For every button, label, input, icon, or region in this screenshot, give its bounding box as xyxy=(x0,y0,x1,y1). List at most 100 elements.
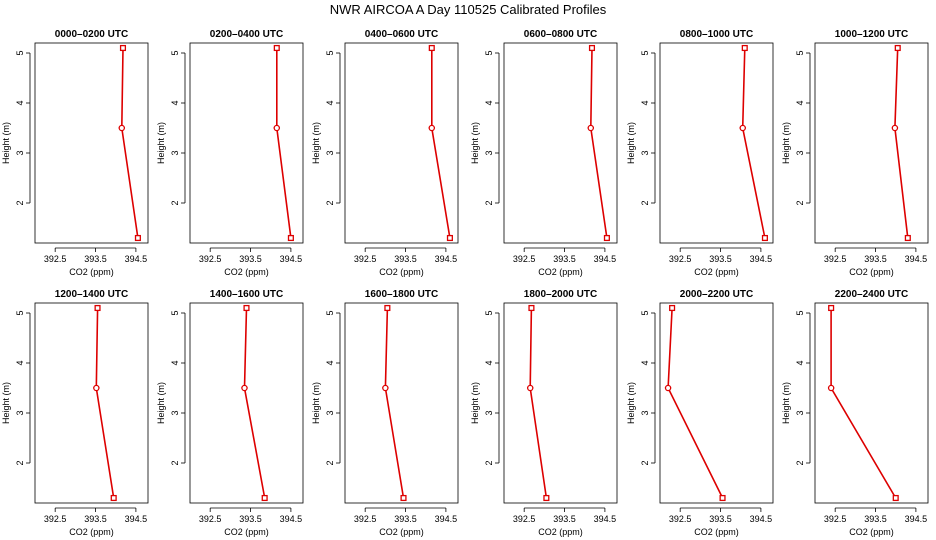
x-axis-label: CO2 (ppm) xyxy=(538,267,583,277)
y-tick-label: 4 xyxy=(15,360,25,365)
profile-line xyxy=(95,307,115,499)
data-point xyxy=(273,124,281,132)
y-tick-label: 5 xyxy=(484,310,494,315)
y-tick-label: 4 xyxy=(170,100,180,105)
y-axis-label: Height (m) xyxy=(626,382,636,424)
profile-line xyxy=(894,47,909,239)
y-axis-label: Height (m) xyxy=(156,122,166,164)
data-point xyxy=(93,384,100,392)
panel-title: 0800–1000 UTC xyxy=(680,29,753,40)
y-tick-label: 3 xyxy=(15,150,25,155)
data-point xyxy=(382,384,389,392)
data-point xyxy=(526,384,534,392)
x-tick-label: 394.5 xyxy=(594,514,617,524)
y-tick-label: 3 xyxy=(795,150,805,155)
x-tick-label: 394.5 xyxy=(280,254,303,264)
x-tick-label: 392.5 xyxy=(199,514,222,524)
x-tick-label: 392.5 xyxy=(824,514,847,524)
y-tick-label: 5 xyxy=(325,310,335,315)
x-tick-label: 394.5 xyxy=(280,514,303,524)
y-tick-label: 4 xyxy=(640,360,650,365)
profile-line xyxy=(529,307,548,499)
data-point xyxy=(603,234,610,242)
panel-title: 0200–0400 UTC xyxy=(210,29,283,40)
y-tick-label: 5 xyxy=(170,50,180,55)
y-tick-label: 5 xyxy=(170,310,180,315)
y-tick-label: 4 xyxy=(484,360,494,365)
y-tick-label: 3 xyxy=(484,150,494,155)
x-tick-label: 393.5 xyxy=(553,254,576,264)
profile-line xyxy=(120,47,139,239)
y-tick-label: 4 xyxy=(170,360,180,365)
data-point xyxy=(287,234,294,242)
y-tick-label: 4 xyxy=(325,360,335,365)
y-axis-label: Height (m) xyxy=(470,382,480,424)
y-tick-label: 3 xyxy=(795,410,805,415)
x-tick-label: 393.5 xyxy=(239,514,262,524)
y-tick-label: 5 xyxy=(795,310,805,315)
y-tick-label: 3 xyxy=(484,410,494,415)
data-point xyxy=(669,304,676,312)
data-point xyxy=(428,44,435,52)
y-tick-label: 3 xyxy=(640,150,650,155)
x-tick-label: 392.5 xyxy=(44,514,67,524)
y-tick-label: 3 xyxy=(325,150,335,155)
plot-frame xyxy=(34,302,149,504)
x-axis-label: CO2 (ppm) xyxy=(69,527,114,537)
panel-title: 2200–2400 UTC xyxy=(835,289,908,300)
y-tick-label: 3 xyxy=(640,410,650,415)
y-tick-label: 4 xyxy=(484,100,494,105)
y-tick-label: 3 xyxy=(325,410,335,415)
x-axis-label: CO2 (ppm) xyxy=(849,267,894,277)
x-tick-label: 394.5 xyxy=(125,514,148,524)
x-axis-label: CO2 (ppm) xyxy=(69,267,114,277)
panel-title: 1400–1600 UTC xyxy=(210,289,283,300)
y-tick-label: 2 xyxy=(484,200,494,205)
x-tick-label: 392.5 xyxy=(354,514,377,524)
data-point xyxy=(904,234,911,242)
data-point xyxy=(827,384,835,392)
y-axis-label: Height (m) xyxy=(781,122,791,164)
x-tick-label: 394.5 xyxy=(905,514,928,524)
y-tick-label: 5 xyxy=(640,310,650,315)
x-tick-label: 393.5 xyxy=(394,254,417,264)
data-point xyxy=(400,494,407,502)
plot-frame xyxy=(659,42,774,244)
profile-line xyxy=(243,307,266,499)
x-tick-label: 394.5 xyxy=(750,514,773,524)
x-tick-label: 392.5 xyxy=(513,514,536,524)
data-point xyxy=(828,304,835,312)
plot-frame xyxy=(344,42,459,244)
y-tick-label: 4 xyxy=(15,100,25,105)
plot-frame xyxy=(659,302,774,504)
x-tick-label: 392.5 xyxy=(669,514,692,524)
data-point xyxy=(719,494,726,502)
data-point xyxy=(119,44,127,52)
y-tick-label: 2 xyxy=(640,200,650,205)
y-tick-label: 5 xyxy=(795,50,805,55)
y-tick-label: 2 xyxy=(15,200,25,205)
data-point xyxy=(894,44,901,52)
panel-title: 0000–0200 UTC xyxy=(55,29,128,40)
x-tick-label: 393.5 xyxy=(864,514,887,524)
y-tick-label: 2 xyxy=(325,200,335,205)
y-axis-label: Height (m) xyxy=(626,122,636,164)
y-tick-label: 2 xyxy=(795,460,805,465)
x-axis-label: CO2 (ppm) xyxy=(849,527,894,537)
y-tick-label: 5 xyxy=(640,50,650,55)
data-point xyxy=(891,124,899,132)
data-point xyxy=(739,124,746,132)
data-point xyxy=(261,494,268,502)
y-axis-label: Height (m) xyxy=(311,382,321,424)
y-axis-label: Height (m) xyxy=(156,382,166,424)
x-tick-label: 394.5 xyxy=(594,254,617,264)
plot-frame xyxy=(34,42,149,244)
data-point xyxy=(446,234,453,242)
y-axis-label: Height (m) xyxy=(470,122,480,164)
x-tick-label: 393.5 xyxy=(84,514,107,524)
x-tick-label: 393.5 xyxy=(553,514,576,524)
panel-title: 1800–2000 UTC xyxy=(524,289,597,300)
y-tick-label: 2 xyxy=(795,200,805,205)
y-tick-label: 5 xyxy=(15,310,25,315)
